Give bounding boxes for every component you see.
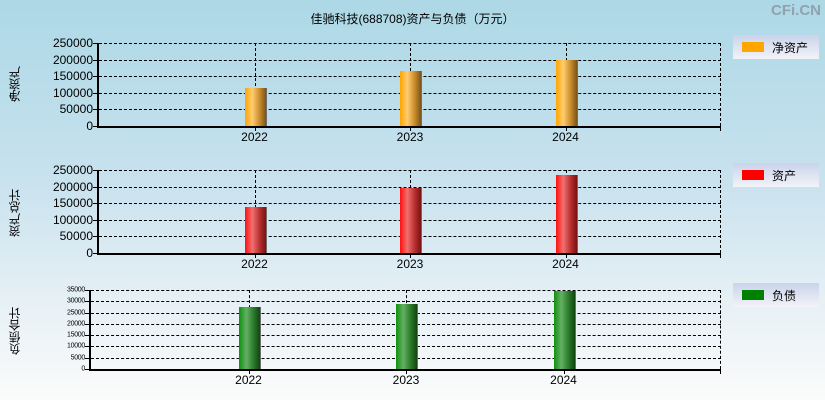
- legend-total-liabilities[interactable]: 负债: [733, 283, 819, 307]
- x-tick-label: 2022: [235, 373, 262, 387]
- y-axis-label: 资产总计: [8, 189, 22, 237]
- y-tick-label: 25000: [67, 309, 85, 317]
- y-tick-mark: [93, 109, 98, 111]
- y-tick-label: 30000: [67, 297, 85, 305]
- y-tick-mark: [93, 219, 98, 221]
- x-tick-mark: [410, 126, 411, 131]
- bar-2023[interactable]: [400, 187, 421, 253]
- x-tick-mark: [248, 369, 250, 374]
- y-tick-label: 100000: [52, 212, 93, 227]
- y-tick-label: 5000: [70, 354, 86, 362]
- x-tick-mark: [720, 126, 721, 131]
- y-tick-label: 10000: [67, 342, 85, 350]
- bar-2022[interactable]: [244, 88, 266, 126]
- y-tick-mark: [93, 253, 98, 254]
- x-tick-label: 2022: [241, 257, 268, 271]
- y-tick-mark: [93, 76, 98, 78]
- x-tick-mark: [565, 126, 567, 131]
- y-tick-label: 200000: [52, 179, 93, 194]
- bar-2024[interactable]: [553, 291, 575, 369]
- y-tick-mark: [85, 323, 90, 325]
- y-tick-label: 20000: [67, 320, 85, 328]
- x-tick-mark: [563, 369, 565, 374]
- y-tick-mark: [93, 186, 98, 188]
- x-tick-mark: [720, 369, 721, 374]
- brand-logo: CFi.CN: [771, 2, 821, 19]
- legend-label: 资产: [772, 168, 797, 183]
- vertical-gridline: [254, 43, 256, 126]
- y-tick-mark: [85, 301, 90, 303]
- y-tick-label: 0: [81, 365, 85, 373]
- y-tick-mark: [85, 346, 90, 348]
- legend-swatch: [742, 170, 764, 180]
- y-tick-mark: [93, 236, 98, 238]
- plot-right-border: [720, 170, 721, 253]
- legend-label: 负债: [772, 288, 797, 303]
- legend-swatch: [742, 290, 764, 300]
- y-tick-label: 0: [86, 246, 93, 260]
- y-tick-mark: [85, 357, 90, 359]
- y-tick-label: 15000: [67, 331, 85, 339]
- total-assets-plot: 250000 200000 150000 100000 50000 0 2022 2023 20…: [53, 163, 721, 271]
- y-tick-label: 100000: [52, 85, 93, 100]
- bar-2023[interactable]: [400, 70, 421, 126]
- y-tick-mark: [85, 335, 90, 337]
- y-tick-mark: [85, 312, 90, 314]
- y-tick-mark: [93, 126, 98, 127]
- x-tick-mark: [254, 126, 256, 131]
- y-tick-label: 200000: [52, 52, 93, 67]
- y-tick-mark: [93, 92, 98, 94]
- x-tick-label: 2023: [396, 257, 424, 271]
- x-tick-mark: [410, 253, 411, 258]
- chart-title: 佳驰科技(688708)资产与负债（万元）: [310, 12, 515, 26]
- bar-2024[interactable]: [555, 174, 577, 253]
- x-tick-mark: [406, 369, 407, 374]
- x-tick-label: 2024: [552, 130, 579, 144]
- bar-2023[interactable]: [396, 303, 417, 369]
- y-axis-label: 净资产: [8, 66, 22, 102]
- legend-label: 净资产: [772, 40, 809, 55]
- y-tick-label: 150000: [52, 196, 93, 211]
- plot-right-border: [720, 290, 721, 369]
- y-tick-mark: [85, 290, 90, 291]
- x-tick-label: 2024: [552, 257, 579, 271]
- y-axis-label: 负债合计: [8, 307, 22, 355]
- legend-net-assets[interactable]: 净资产: [733, 35, 819, 59]
- y-tick-label: 250000: [52, 36, 93, 50]
- y-tick-mark: [93, 43, 98, 44]
- x-tick-label: 2022: [241, 130, 268, 144]
- x-tick-label: 2024: [550, 373, 577, 387]
- y-tick-mark: [93, 59, 98, 61]
- y-tick-mark: [85, 369, 90, 370]
- bar-2024[interactable]: [555, 59, 577, 126]
- x-tick-mark: [254, 253, 256, 258]
- total-liabilities-plot: 35000 30000 25000 20000 15000 10000 5000 0 2022 2…: [67, 287, 721, 387]
- y-tick-label: 50000: [59, 229, 93, 244]
- net-assets-plot: 250000 200000 150000 100000 50000 0 2022 2023 20…: [53, 36, 721, 144]
- legend-total-assets[interactable]: 资产: [733, 163, 819, 187]
- legend-swatch: [742, 42, 764, 52]
- x-tick-mark: [720, 253, 721, 258]
- y-tick-mark: [93, 203, 98, 205]
- x-tick-mark: [565, 253, 567, 258]
- x-tick-label: 2023: [396, 130, 424, 144]
- bar-2022[interactable]: [244, 206, 266, 253]
- y-tick-mark: [93, 170, 98, 171]
- y-tick-label: 250000: [52, 163, 93, 177]
- y-tick-label: 50000: [59, 102, 93, 117]
- y-tick-label: 35000: [67, 286, 85, 294]
- bar-2022[interactable]: [238, 306, 260, 369]
- x-tick-label: 2023: [392, 373, 420, 387]
- plot-right-border: [720, 43, 721, 126]
- y-tick-label: 150000: [52, 69, 93, 84]
- y-tick-label: 0: [86, 119, 93, 133]
